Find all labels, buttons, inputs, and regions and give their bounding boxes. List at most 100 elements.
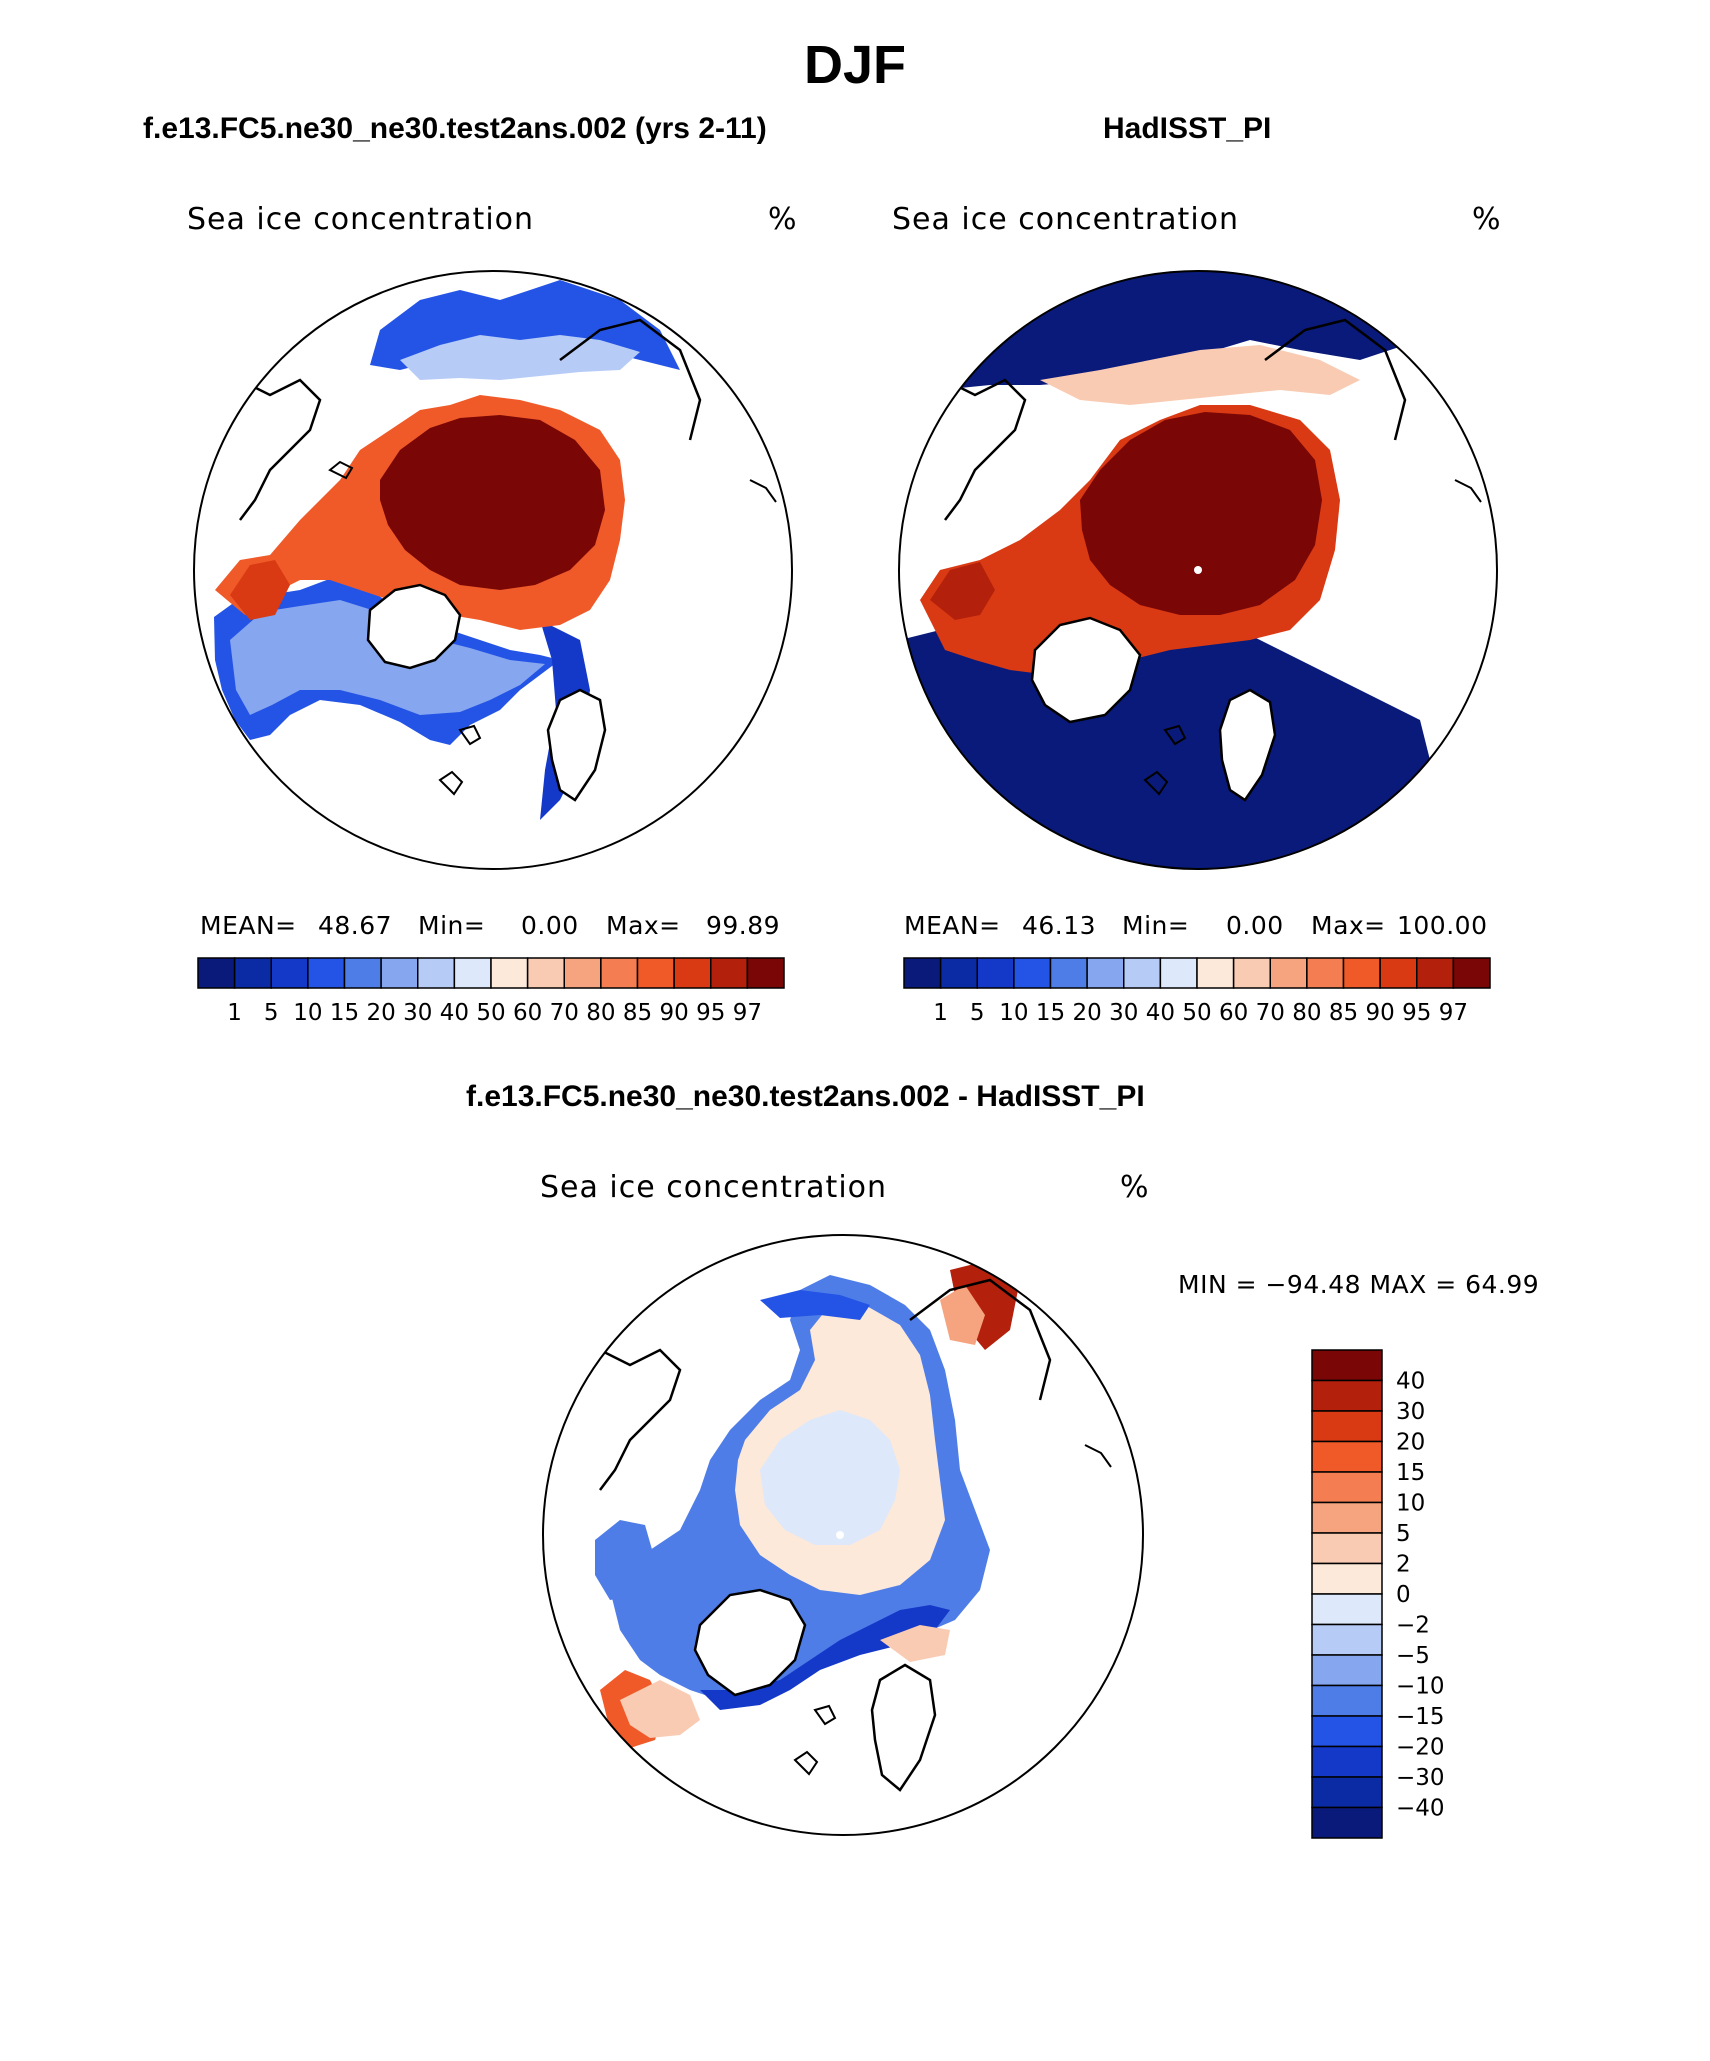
panel1-colorbar-swatch [197, 957, 236, 989]
panel3-north-america-coast [559, 1348, 682, 1491]
panel3-colorbar-tick-label: −2 [1396, 1613, 1430, 1639]
panel3-colorbar-swatch [1311, 1440, 1383, 1473]
panel3-colorbar-tick-label: −40 [1396, 1796, 1445, 1822]
panel2-colorbar-swatch [1416, 957, 1455, 989]
panel2-colorbar-tick-label: 50 [1182, 1000, 1211, 1026]
panel3-map [542, 1234, 1144, 1836]
panel2-colorbar-swatch [1452, 957, 1491, 989]
case-title-diff: f.e13.FC5.ne30_ne30.test2ans.002 - HadIS… [466, 1080, 1145, 1113]
panel3-colorbar-tick-label: 15 [1396, 1460, 1425, 1486]
panel2-colorbar-tick-label: 90 [1365, 1000, 1394, 1026]
panel1-colorbar-tick-label: 5 [264, 1000, 279, 1026]
panel3-colorbar-swatch [1311, 1379, 1383, 1412]
case-title-right: HadISST_PI [1103, 112, 1272, 145]
panel2-colorbar-tick-label: 60 [1219, 1000, 1248, 1026]
panel3-colorbar-swatch [1311, 1745, 1383, 1778]
panel1-colorbar-swatch [343, 957, 382, 989]
panel2-colorbar-swatch [1196, 957, 1235, 989]
panel3-colorbar-swatch [1311, 1593, 1383, 1626]
panel3-colorbar-swatch [1311, 1776, 1383, 1809]
panel2-units: % [1472, 202, 1502, 237]
panel3-colorbar-swatch [1311, 1471, 1383, 1504]
panel3-colorbar-tick-label: 2 [1396, 1552, 1411, 1578]
panel3-colorbar-tick-label: −20 [1396, 1735, 1445, 1761]
panel1-variable-title: Sea ice concentration [187, 202, 535, 237]
panel3-siberia-coast [909, 1278, 1052, 1401]
panel1-colorbar-swatch [563, 957, 602, 989]
panel2-colorbar-tick-label: 20 [1072, 1000, 1101, 1026]
panel2-colorbar-tick-label: 5 [970, 1000, 985, 1026]
panel1-map [193, 270, 793, 870]
panel1-colorbar-swatch [307, 957, 346, 989]
panel1-scandinavia-land [546, 688, 607, 802]
panel2-min-label: Min= [1122, 911, 1190, 940]
panel3-colorbar-swatch [1311, 1623, 1383, 1656]
panel1-colorbar-tick-label: 97 [733, 1000, 762, 1026]
panel2-colorbar-swatch [1306, 957, 1345, 989]
panel3-units: % [1120, 1170, 1150, 1205]
panel3-diff-bering-light [940, 1285, 985, 1345]
panel3-diff-okhotsk-blue [760, 1290, 870, 1320]
panel1-colorbar-swatch [380, 957, 419, 989]
panel2-siberia-coast [1264, 318, 1407, 441]
panel2-greenland-land [1030, 616, 1142, 724]
panel3-colorbar-tick-label: −10 [1396, 1674, 1445, 1700]
panel2-colorbar-tick-label: 1 [933, 1000, 948, 1026]
panel2-colorbar-tick-label: 10 [999, 1000, 1028, 1026]
panel2-colorbar-swatch [939, 957, 978, 989]
panel1-colorbar-swatch [746, 957, 785, 989]
panel1-colorbar-tick-label: 95 [696, 1000, 725, 1026]
panel3-greenland-land [693, 1588, 807, 1697]
panel2-colorbar-tick-label: 85 [1329, 1000, 1358, 1026]
panel2-colorbar-tick-label: 80 [1292, 1000, 1321, 1026]
panel1-colorbar-swatch [233, 957, 272, 989]
panel1-min-value: 0.00 [521, 911, 579, 940]
panel1-colorbar-tick-label: 85 [623, 1000, 652, 1026]
panel3-colorbar-tick-label: −5 [1396, 1643, 1430, 1669]
page-title: DJF [803, 35, 906, 95]
panel2-max-label: Max= [1311, 911, 1386, 940]
panel2-pole-hole [1194, 566, 1202, 574]
panel2-colorbar-swatch [1159, 957, 1198, 989]
panel3-map-border [542, 1234, 1144, 1836]
panel3-colorbar-swatch [1311, 1684, 1383, 1717]
panel3-colorbar-swatch [1311, 1349, 1383, 1382]
panel2-min-value: 0.00 [1226, 911, 1284, 940]
panel3-colorbar-tick-label: 20 [1396, 1430, 1425, 1456]
panel3-scandinavia-land [870, 1663, 937, 1792]
panel1-min-label: Min= [418, 911, 486, 940]
panel1-colorbar-swatch [526, 957, 565, 989]
panel3-colorbar-swatch [1311, 1501, 1383, 1534]
panel2-colorbar-swatch [1086, 957, 1125, 989]
panel3-colorbar-swatch [1311, 1532, 1383, 1565]
panel2-max-value: 100.00 [1397, 911, 1488, 940]
panel1-colorbar-tick-label: 70 [550, 1000, 579, 1026]
panel3-colorbar-tick-label: 10 [1396, 1491, 1425, 1517]
panel2-ice-hudson-darkred [930, 562, 995, 620]
panel3-colorbar-swatch [1311, 1715, 1383, 1748]
panel1-colorbar-tick-label: 40 [440, 1000, 469, 1026]
panel2-colorbar-tick-label: 40 [1146, 1000, 1175, 1026]
panel3-colorbar-tick-label: 5 [1396, 1521, 1411, 1547]
panel3-colorbar-tick-label: 0 [1396, 1582, 1411, 1608]
panel3-colorbar-tick-label: −15 [1396, 1704, 1445, 1730]
panel1-colorbar-swatch [490, 957, 529, 989]
panel3-variable-title: Sea ice concentration [540, 1170, 888, 1205]
panel1-max-value: 99.89 [706, 911, 781, 940]
panel3-diff-dark-blue [700, 1605, 950, 1710]
panel2-colorbar-swatch [1379, 957, 1418, 989]
panel1-colorbar-tick-label: 30 [403, 1000, 432, 1026]
panel1-colorbar-swatch [710, 957, 749, 989]
panel2-mean-value: 46.13 [1022, 911, 1097, 940]
panel2-colorbar-swatch [903, 957, 942, 989]
panel1-islands [328, 460, 777, 796]
panel1-colorbar-swatch [636, 957, 675, 989]
panel3-diff-barents-pos [880, 1625, 950, 1662]
panel1-ice-pack-darkred [380, 415, 605, 590]
panel3-colorbar-tick-label: −30 [1396, 1765, 1445, 1791]
panel2-colorbar-swatch [976, 957, 1015, 989]
panel1-colorbar-tick-label: 50 [476, 1000, 505, 1026]
panel3-colorbar-tick-label: 40 [1396, 1369, 1425, 1395]
